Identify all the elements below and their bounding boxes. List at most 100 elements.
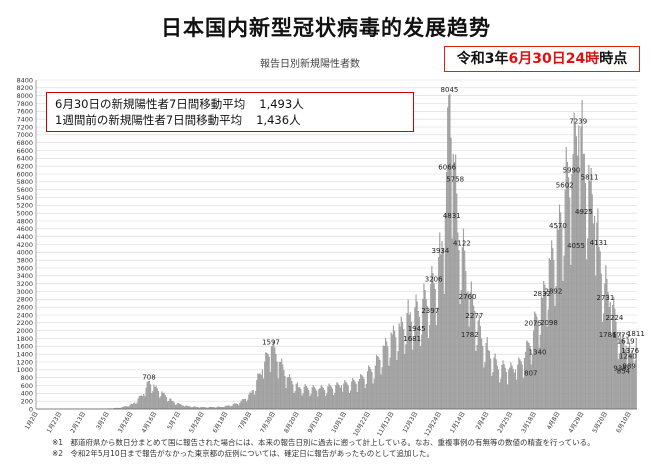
- bar: [502, 360, 504, 410]
- bar: [587, 238, 589, 410]
- y-tick-label: 800: [21, 374, 33, 382]
- y-tick-label: 5600: [16, 186, 33, 194]
- data-label: 5758: [446, 175, 464, 183]
- bar: [328, 383, 330, 410]
- data-label: 1782: [461, 331, 479, 339]
- bar: [456, 193, 458, 410]
- bar: [134, 402, 136, 410]
- bar: [129, 404, 131, 410]
- info-line-1-label: 6月30日の新規陽性者7日間移動平均: [55, 97, 246, 111]
- data-label: 854: [617, 368, 631, 376]
- bar: [351, 381, 353, 410]
- bar: [311, 387, 313, 410]
- bar: [322, 388, 324, 410]
- bar: [452, 154, 454, 410]
- bar: [394, 330, 396, 410]
- bar: [357, 381, 359, 410]
- bar: [430, 284, 432, 410]
- bar: [251, 390, 253, 410]
- bar: [285, 388, 287, 410]
- bar: [173, 402, 175, 410]
- bar: [441, 241, 443, 410]
- bar: [505, 372, 507, 410]
- bar: [361, 375, 363, 410]
- y-tick-label: 2600: [16, 303, 33, 311]
- bar: [494, 353, 496, 410]
- y-tick-label: 6800: [16, 139, 33, 147]
- bar: [466, 292, 468, 410]
- bar: [531, 354, 533, 410]
- data-label: 1681: [403, 335, 421, 343]
- bar: [539, 334, 541, 410]
- bar: [603, 313, 605, 410]
- y-tick-label: 7200: [16, 123, 33, 131]
- bar: [299, 387, 301, 410]
- bar: [337, 383, 339, 410]
- y-tick-label: 6600: [16, 147, 33, 155]
- data-label: 989: [622, 362, 635, 370]
- bar: [387, 346, 389, 410]
- bar: [462, 228, 465, 410]
- x-tick-label: 3月5日: [95, 411, 111, 432]
- data-label: 1240: [619, 352, 637, 360]
- bar: [148, 381, 150, 410]
- data-label: 807: [524, 369, 537, 377]
- bar: [511, 365, 513, 410]
- bar: [160, 396, 162, 410]
- bar: [272, 345, 274, 410]
- x-tick-label: 3月26日: [117, 411, 135, 435]
- bar: [566, 162, 568, 410]
- data-label: 3934: [432, 247, 450, 255]
- bar: [359, 379, 361, 410]
- bar: [308, 390, 310, 410]
- bar: [582, 154, 584, 410]
- bar: [633, 369, 635, 410]
- bar: [516, 379, 518, 410]
- bar: [239, 403, 241, 410]
- y-tick-label: 4200: [16, 241, 33, 249]
- bar: [157, 391, 160, 410]
- x-tick-label: 11月12日: [376, 411, 396, 438]
- bar: [147, 381, 149, 410]
- data-label: 1619: [617, 338, 635, 346]
- bar: [486, 337, 488, 410]
- bar: [395, 337, 397, 410]
- x-tick-label: 5月20日: [591, 411, 609, 435]
- bar: [501, 365, 503, 410]
- data-label: 2075: [524, 320, 542, 328]
- bar: [523, 358, 526, 410]
- y-tick-label: 5400: [16, 194, 33, 202]
- bar: [142, 396, 144, 410]
- bar: [326, 393, 328, 410]
- bar: [231, 406, 233, 410]
- bar: [405, 344, 407, 410]
- bar: [338, 385, 340, 410]
- bar: [256, 380, 258, 410]
- y-tick-label: 5000: [16, 209, 33, 217]
- bar: [293, 393, 295, 410]
- bar: [391, 334, 393, 410]
- bar: [171, 401, 173, 410]
- bar: [392, 325, 394, 410]
- y-tick-label: 2400: [16, 311, 33, 319]
- bars: [37, 93, 637, 410]
- bar: [556, 225, 558, 410]
- data-label: 4831: [443, 212, 461, 220]
- date-suffix: 時点: [599, 51, 628, 67]
- bar: [365, 383, 367, 410]
- y-tick-label: 2800: [16, 296, 33, 304]
- bar: [404, 354, 406, 410]
- x-tick-label: 4月16日: [141, 411, 159, 435]
- bar: [568, 177, 570, 410]
- y-tick-label: 2200: [16, 319, 33, 327]
- date-box: 令和3年6月30日24時時点: [444, 46, 640, 72]
- bar: [344, 380, 346, 410]
- page-title: 日本国内新型冠状病毒的发展趋势: [161, 16, 491, 40]
- bar: [493, 357, 495, 410]
- bar: [327, 386, 329, 410]
- y-tick-label: 4600: [16, 225, 33, 233]
- y-tick-label: 1600: [16, 343, 33, 351]
- bar: [459, 304, 461, 410]
- bar: [317, 396, 319, 410]
- bar: [458, 250, 460, 410]
